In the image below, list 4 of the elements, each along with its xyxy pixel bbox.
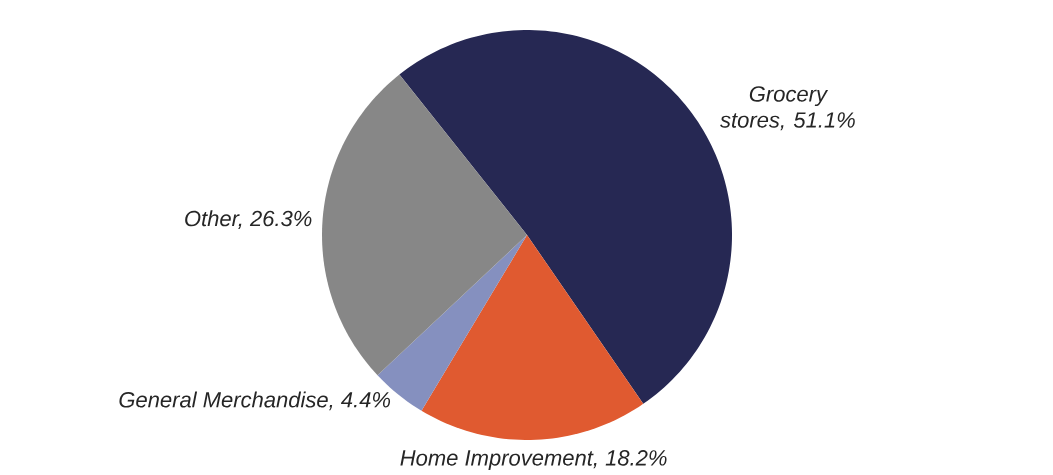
data-label: General Merchandise, 4.4% [119,391,391,411]
data-label: Other, 26.3% [185,210,312,229]
data-label: Home Improvement, 18.2% [400,450,667,471]
data-label: Grocery stores, 51.1% [720,86,855,131]
